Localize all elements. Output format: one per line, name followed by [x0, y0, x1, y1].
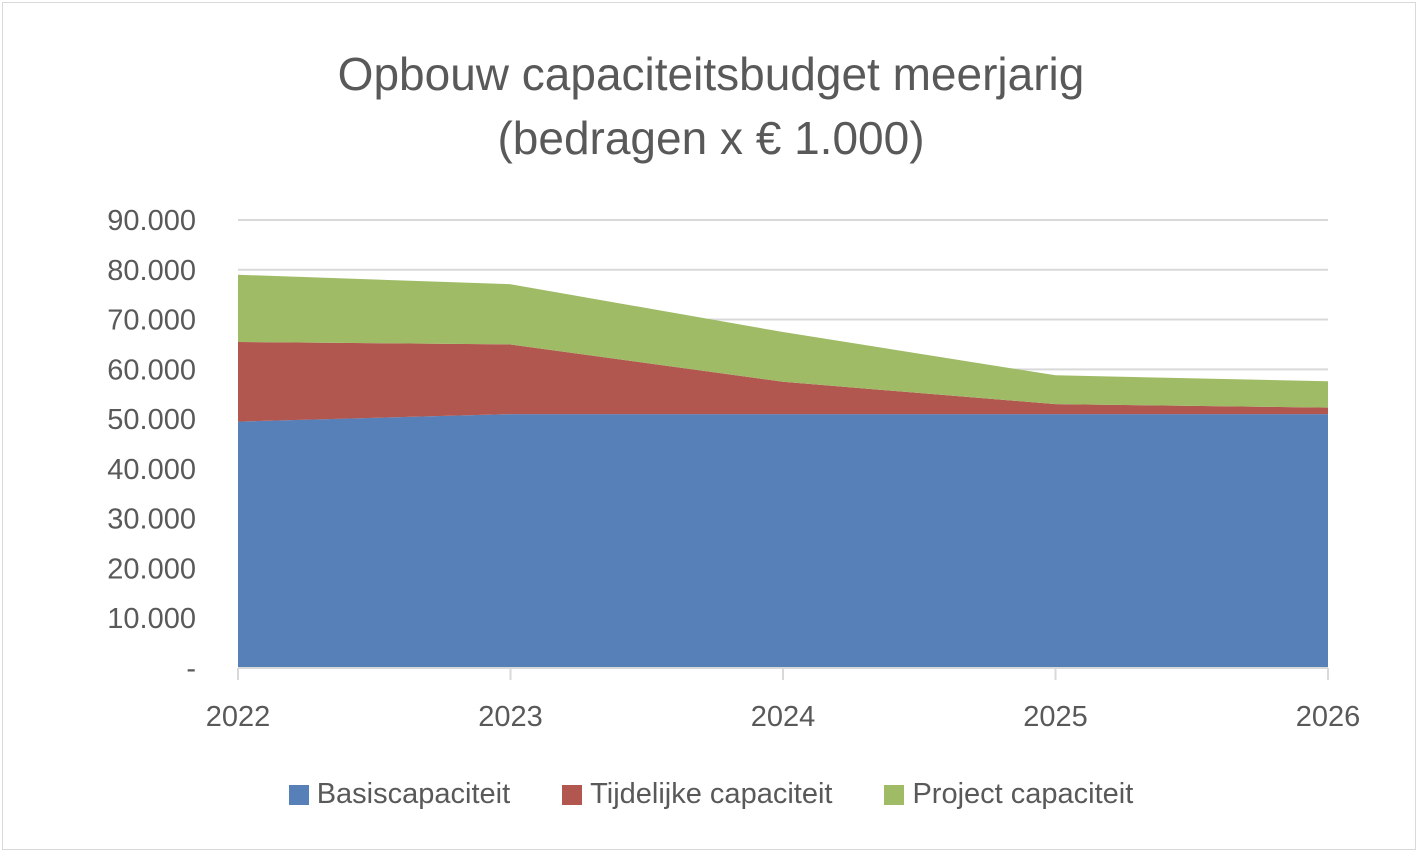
chart-title-line-1: Opbouw capaciteitsbudget meerjarig — [337, 48, 1085, 100]
legend: Basiscapaciteit Tijdelijke capaciteit Proj… — [0, 778, 1422, 811]
y-tick-label: 40.000 — [107, 454, 196, 486]
y-tick-label: 80.000 — [107, 255, 196, 287]
x-tick-label: 2022 — [206, 701, 271, 733]
legend-swatch — [884, 784, 905, 805]
chart-title-line-2: (bedragen x € 1.000) — [497, 112, 925, 164]
legend-item: Project capaciteit — [884, 778, 1133, 811]
x-tick-label: 2026 — [1296, 701, 1361, 733]
y-tick-label: 60.000 — [107, 354, 196, 386]
x-tick-label: 2023 — [478, 701, 543, 733]
legend-swatch — [288, 784, 309, 805]
y-tick-label: 30.000 — [107, 504, 196, 536]
legend-label: Tijdelijke capaciteit — [590, 778, 833, 810]
legend-item: Basiscapaciteit — [288, 778, 511, 811]
area-series-1 — [238, 414, 1328, 668]
legend-item: Tijdelijke capaciteit — [562, 778, 832, 811]
y-tick-label: - — [186, 653, 196, 685]
legend-label: Project capaciteit — [912, 778, 1134, 810]
x-tick-label: 2024 — [751, 701, 816, 733]
y-tick-label: 70.000 — [107, 305, 196, 337]
area-series-3 — [238, 274, 1328, 408]
y-tick-label: 50.000 — [107, 404, 196, 436]
x-tick-label: 2025 — [1023, 701, 1088, 733]
y-tick-label: 10.000 — [107, 603, 196, 635]
legend-label: Basiscapaciteit — [316, 778, 511, 810]
legend-swatch — [562, 784, 583, 805]
y-tick-label: 90.000 — [107, 205, 196, 237]
y-tick-label: 20.000 — [107, 553, 196, 585]
